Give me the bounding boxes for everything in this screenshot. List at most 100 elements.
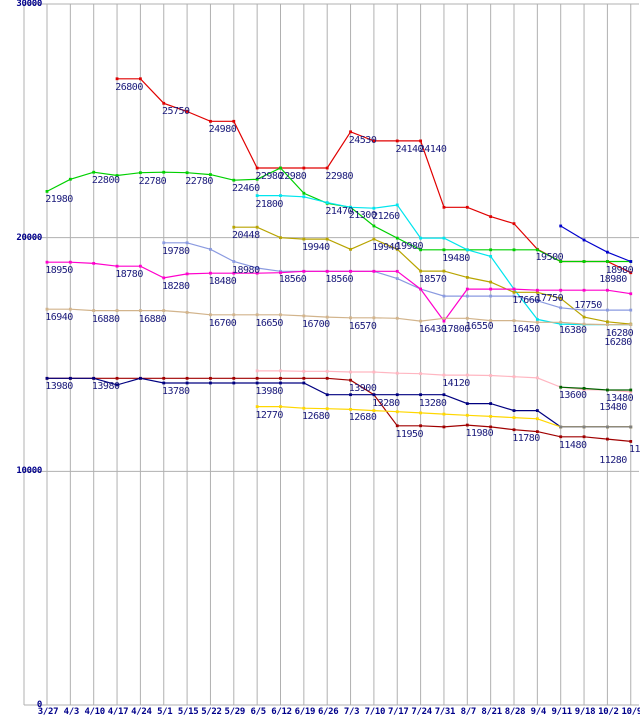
series-marker-periwinkle <box>209 247 212 251</box>
series-marker-magenta <box>115 264 119 268</box>
point-value-label: 11480 <box>558 439 587 451</box>
series-marker-pink <box>535 376 539 380</box>
series-marker-cyan <box>325 201 329 205</box>
series-marker-darkred <box>535 430 539 434</box>
series-marker-darkred <box>185 376 189 380</box>
series-marker-navy <box>279 381 282 385</box>
point-value-label: 22780 <box>138 175 167 187</box>
series-marker-magenta <box>512 287 516 291</box>
series-marker-green <box>45 190 49 193</box>
point-value-label: 24530 <box>348 134 377 146</box>
point-value-label: 18980 <box>605 264 634 276</box>
series-marker-magenta <box>395 269 399 273</box>
series-marker-yellow <box>535 417 539 421</box>
point-value-label: 11280 <box>599 455 627 466</box>
series-marker-olive <box>582 315 586 319</box>
point-value-label: 13980 <box>45 381 73 393</box>
point-value-label: 21260 <box>372 211 400 223</box>
point-value-label: 16700 <box>208 317 237 329</box>
series-marker-red <box>162 101 166 105</box>
series-marker-tan <box>279 313 282 317</box>
series-marker-blue-segment <box>582 238 586 242</box>
series-marker-navy <box>325 393 329 397</box>
series-marker-cyan <box>255 194 259 198</box>
series-marker-magenta <box>139 264 142 268</box>
point-value-label: 12680 <box>348 412 377 424</box>
point-value-label: 18560 <box>325 274 353 286</box>
series-marker-navy <box>395 393 399 397</box>
series-marker-darkred <box>115 376 119 380</box>
series-marker-green <box>255 177 259 181</box>
series-marker-pink <box>442 373 446 377</box>
series-marker-olive <box>442 269 446 273</box>
x-tick-label: 5/1 <box>157 707 173 717</box>
series-marker-olive <box>465 275 469 279</box>
series-marker-periwinkle <box>162 241 166 245</box>
series-marker-yellow <box>442 412 446 416</box>
series-marker-olive <box>325 237 329 241</box>
series-marker-periwinkle <box>279 269 282 273</box>
point-value-label: 18480 <box>208 276 237 288</box>
series-marker-green <box>209 173 212 176</box>
series-marker-periwinkle <box>489 294 493 298</box>
series-marker-magenta <box>45 260 49 264</box>
series-marker-magenta <box>442 319 446 323</box>
series-marker-tan <box>372 316 376 320</box>
point-value-label: 18780 <box>115 269 143 281</box>
series-marker-tan <box>185 311 189 314</box>
series-marker-gray-segment <box>606 425 609 429</box>
series-marker-gray-segment <box>559 425 563 429</box>
x-tick-label: 8/7 <box>460 707 477 717</box>
point-value-label: 11280 <box>628 444 640 456</box>
series-marker-red <box>465 205 469 209</box>
point-value-label: 19780 <box>161 245 190 257</box>
series-marker-magenta <box>92 261 96 265</box>
point-value-label: 22460 <box>231 183 260 195</box>
series-marker-periwinkle <box>512 294 516 298</box>
series-marker-olive <box>512 290 516 294</box>
point-value-label: 16430 <box>418 324 447 336</box>
point-value-label: 18950 <box>45 265 73 277</box>
series-marker-pink <box>465 373 469 377</box>
series-marker-navy <box>68 376 72 380</box>
x-tick-label: 8/21 <box>481 707 502 717</box>
series-marker-tan <box>325 315 329 319</box>
series-marker-green <box>372 224 376 228</box>
series-marker-pink <box>489 374 493 377</box>
point-value-label: 19980 <box>395 241 424 253</box>
series-marker-yellow <box>419 411 422 415</box>
series-marker-pink <box>372 370 376 374</box>
x-tick-label: 6/5 <box>250 707 266 717</box>
series-marker-darkred <box>419 424 422 428</box>
x-tick-label: 7/24 <box>411 707 432 717</box>
series-marker-red <box>349 130 352 134</box>
x-tick-label: 4/24 <box>131 707 152 717</box>
x-tick-label: 7/17 <box>388 707 409 717</box>
series-marker-navy <box>535 409 539 412</box>
series-marker-navy <box>302 381 306 385</box>
series-marker-cyan <box>349 205 352 209</box>
series-marker-tan <box>465 316 469 320</box>
series-marker-darkred <box>606 437 609 441</box>
series-marker-darkred <box>395 424 399 428</box>
series-marker-periwinkle <box>255 266 259 270</box>
series-marker-magenta <box>255 271 259 275</box>
point-value-label: 16650 <box>255 317 283 329</box>
series-marker-pink <box>395 371 399 375</box>
series-marker-tan <box>489 319 493 323</box>
point-value-label: 20448 <box>231 230 260 242</box>
point-value-label: 13280 <box>418 397 447 409</box>
point-value-label: 19500 <box>535 252 564 264</box>
point-value-label: 16570 <box>348 320 377 332</box>
series-marker-magenta <box>629 292 633 296</box>
point-value-label: 16450 <box>512 323 540 335</box>
series-marker-periwinkle <box>232 260 236 263</box>
series-marker-green <box>395 236 399 240</box>
series-marker-darkred <box>209 376 212 380</box>
point-value-label: 21980 <box>45 194 73 206</box>
series-marker-cyan <box>419 236 422 240</box>
series-marker-green <box>279 166 282 170</box>
series-marker-green <box>535 248 539 252</box>
point-value-label: 22800 <box>91 175 120 187</box>
point-value-label: 24140 <box>395 143 424 155</box>
